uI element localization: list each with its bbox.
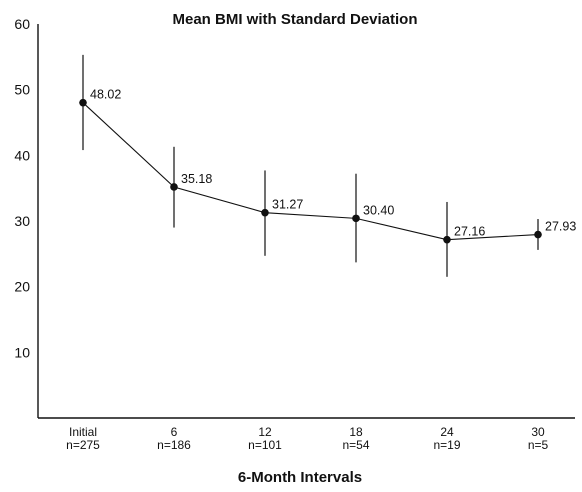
data-labels: 48.02 35.18 31.27 30.40 27.16 27.93 bbox=[90, 88, 576, 239]
series-line bbox=[82, 102, 539, 241]
x-tick-sample-size: n=5 bbox=[528, 438, 549, 452]
y-tick-label: 30 bbox=[14, 213, 30, 229]
x-tick-label: 24 bbox=[440, 425, 454, 439]
data-label: 35.18 bbox=[181, 172, 212, 186]
data-series bbox=[79, 98, 542, 244]
data-point bbox=[534, 230, 542, 239]
x-tick-sample-size: n=275 bbox=[66, 438, 100, 452]
axes bbox=[37, 24, 575, 419]
x-tick-label: 6 bbox=[171, 425, 178, 439]
x-tick-sample-size: n=101 bbox=[248, 438, 282, 452]
y-tick-label: 20 bbox=[14, 279, 30, 295]
data-point bbox=[443, 235, 451, 244]
data-label: 27.93 bbox=[545, 220, 576, 234]
y-tick-label: 60 bbox=[14, 16, 30, 32]
data-point bbox=[170, 183, 178, 191]
x-tick-sample-size: n=186 bbox=[157, 438, 191, 452]
y-tick-label: 40 bbox=[14, 147, 30, 163]
chart-title: Mean BMI with Standard Deviation bbox=[172, 11, 417, 28]
x-tick-label: 18 bbox=[349, 425, 363, 439]
data-label: 30.40 bbox=[363, 203, 394, 217]
data-label: 27.16 bbox=[454, 225, 485, 239]
data-label: 48.02 bbox=[90, 88, 121, 102]
y-tick-labels: 10 20 30 40 50 60 bbox=[14, 16, 30, 360]
x-tick-sample-size: n=54 bbox=[342, 438, 369, 452]
data-label: 31.27 bbox=[272, 198, 303, 212]
data-point bbox=[352, 214, 360, 223]
x-axis-label: 6-Month Intervals bbox=[238, 469, 362, 486]
x-tick-label: Initial bbox=[69, 425, 97, 439]
data-point bbox=[79, 98, 87, 107]
data-point bbox=[261, 208, 269, 217]
x-tick-sample-size: n=19 bbox=[433, 438, 460, 452]
x-tick-label: 12 bbox=[258, 425, 272, 439]
y-tick-label: 10 bbox=[14, 344, 30, 360]
y-tick-label: 50 bbox=[14, 82, 30, 98]
x-tick-label: 30 bbox=[531, 425, 545, 439]
